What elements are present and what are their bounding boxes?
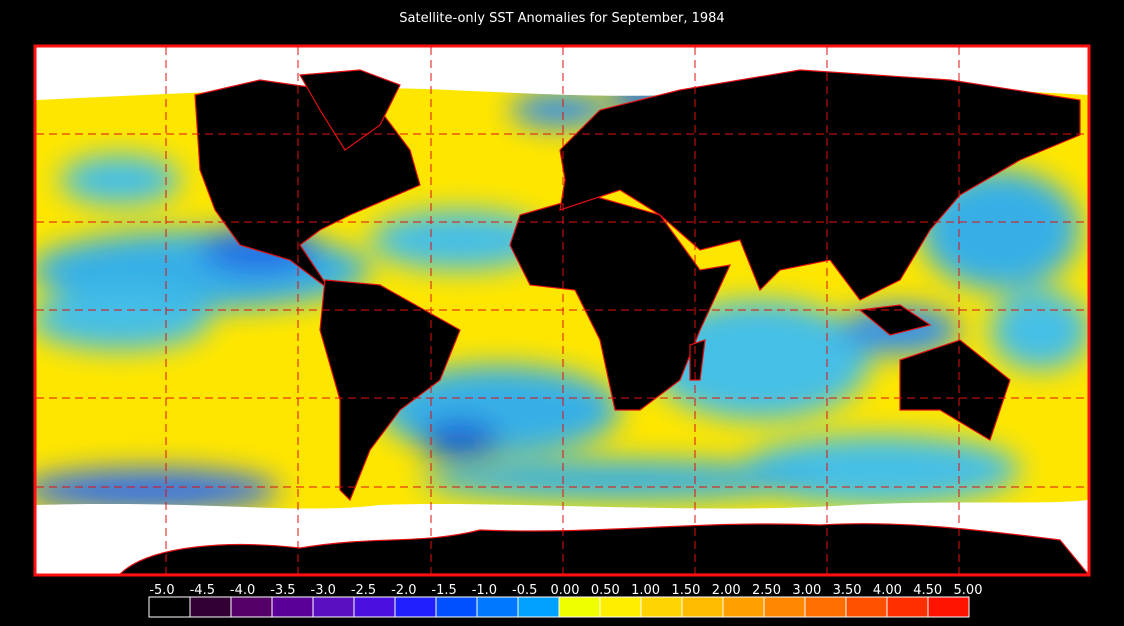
colorbar-label: 4.00 — [873, 583, 902, 598]
colorbar-label: 4.50 — [913, 583, 942, 598]
colorbar-label: -5.0 — [149, 583, 174, 598]
colorbar-label: -2.5 — [351, 583, 376, 598]
colorbar-swatch — [681, 596, 724, 618]
colorbar-label: -3.0 — [311, 583, 336, 598]
colorbar-swatch — [517, 596, 560, 618]
colorbar-swatch — [599, 596, 642, 618]
colorbar-label: 0.50 — [591, 583, 620, 598]
colorbar-swatch — [763, 596, 806, 618]
map-frame — [33, 44, 1091, 577]
colorbar-label: -1.0 — [472, 583, 497, 598]
colorbar-swatch — [558, 596, 601, 618]
colorbar-swatch — [722, 596, 765, 618]
colorbar-label: -4.0 — [230, 583, 255, 598]
colorbar-swatch — [927, 596, 970, 618]
colorbar-label: 5.00 — [954, 583, 983, 598]
colorbar: -5.0 -4.5 -4.0 -3.5 -3.0 -2.5 -2.0 -1.5 -1.0 -0.5… — [148, 583, 983, 618]
colorbar-swatch — [476, 596, 519, 618]
colorbar-label: -3.5 — [270, 583, 295, 598]
colorbar-label: 1.00 — [631, 583, 660, 598]
colorbar-label: -1.5 — [431, 583, 456, 598]
title: Satellite-only SST Anomalies for Septemb… — [399, 11, 724, 26]
colorbar-label: 3.50 — [833, 583, 862, 598]
colorbar-label: 2.50 — [752, 583, 781, 598]
colorbar-swatch — [148, 596, 191, 618]
colorbar-label: 2.00 — [712, 583, 741, 598]
graticule — [36, 47, 1088, 574]
colorbar-swatch — [230, 596, 273, 618]
colorbar-label: -0.5 — [512, 583, 537, 598]
colorbar-swatch — [640, 596, 683, 618]
sst-map — [36, 47, 1088, 574]
colorbar-swatch — [312, 596, 355, 618]
colorbar-label: -2.0 — [391, 583, 416, 598]
colorbar-swatch — [189, 596, 232, 618]
colorbar-label: -4.5 — [190, 583, 215, 598]
colorbar-swatch — [271, 596, 314, 618]
colorbar-label: 1.50 — [671, 583, 700, 598]
colorbar-swatch — [435, 596, 478, 618]
colorbar-swatch — [886, 596, 929, 618]
colorbar-label: 0.00 — [551, 583, 580, 598]
colorbar-swatch — [845, 596, 888, 618]
colorbar-swatch — [353, 596, 396, 618]
colorbar-swatch — [394, 596, 437, 618]
colorbar-swatch — [804, 596, 847, 618]
colorbar-label: 3.00 — [792, 583, 821, 598]
